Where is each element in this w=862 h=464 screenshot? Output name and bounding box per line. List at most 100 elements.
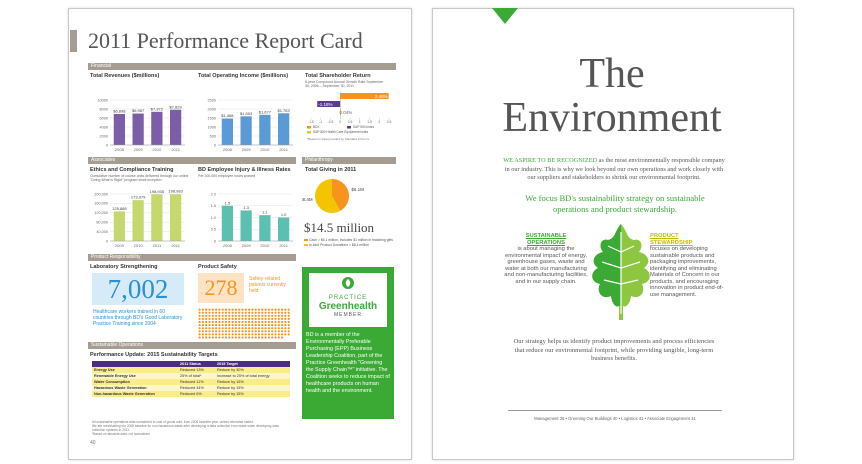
value-label: $1,763 — [278, 108, 291, 113]
dot — [287, 327, 290, 330]
dot — [221, 336, 224, 339]
dot — [205, 336, 208, 339]
dot — [251, 333, 254, 336]
dot — [257, 336, 261, 339]
dot — [264, 336, 267, 339]
legend-label: BDX — [313, 125, 320, 129]
dot — [201, 333, 204, 336]
y-tick-label: 80,000 — [96, 221, 108, 225]
dot — [287, 320, 290, 324]
x-tick-label: 2009 — [134, 147, 144, 152]
dot — [267, 336, 270, 339]
x-tick-label: 2010 — [260, 243, 270, 248]
y-tick-label: 10000 — [97, 98, 108, 102]
chart-note: *Based on data provided by Standard & Po… — [307, 137, 369, 141]
dot — [248, 314, 251, 317]
dot — [231, 317, 234, 320]
chart-subtitle: 5-year Compound Annual Growth Rate Septe… — [305, 80, 384, 88]
dot — [244, 308, 247, 311]
dot — [271, 327, 274, 330]
footnote: *Based on absolute data, not normalized. — [92, 432, 151, 436]
dot — [284, 314, 287, 317]
dot — [277, 330, 280, 333]
pie-slice — [315, 179, 341, 213]
dot — [228, 330, 231, 333]
dot — [244, 311, 247, 314]
bar-chart: 0 500 1000 1500 2000 2500 $1,468 2008 $1,593 2009… — [208, 98, 293, 152]
dot — [248, 320, 251, 324]
footer-links: Management 36 • Greening Our Buildings 4… — [534, 416, 696, 421]
value-label: 0.04% — [339, 110, 352, 115]
dot — [231, 314, 234, 317]
dot — [261, 330, 264, 333]
x-tick-label: 1 — [359, 120, 361, 124]
x-tick-label: 2008 — [115, 147, 125, 152]
dot — [248, 333, 251, 336]
patent-dots — [198, 308, 290, 339]
dot — [238, 333, 241, 336]
dot — [248, 308, 251, 311]
table-cell: Non-hazardous Waste Generation — [94, 392, 155, 396]
dot — [211, 311, 214, 314]
dot — [254, 324, 257, 327]
lab-text: Healthcare workers trained in 60 countri… — [93, 309, 183, 327]
dot — [215, 324, 218, 327]
x-tick-label: 2011 — [171, 243, 180, 248]
intro-text: as the most environmentally responsible … — [504, 157, 725, 181]
dot — [254, 317, 257, 320]
dot — [241, 330, 244, 333]
dot — [274, 317, 277, 320]
dot — [224, 324, 228, 327]
dot — [211, 327, 214, 330]
intro-lead: WE ASPIRE TO BE RECOGNIZED — [503, 157, 598, 164]
dot — [271, 324, 274, 327]
dot — [267, 320, 270, 324]
dot — [267, 317, 270, 320]
oak-leaf — [592, 224, 650, 320]
dot — [241, 320, 244, 324]
dot — [208, 308, 211, 311]
dot — [198, 327, 201, 330]
dot — [201, 311, 204, 314]
dot — [267, 311, 270, 314]
hbar-chart: -1.5 -1 -0.5 0 0.5 1 1.5 2 2.5 2.48% BDX -1.18% S&P … — [307, 92, 391, 141]
table-cell: Reduce by 30% — [216, 368, 244, 372]
y-tick-label: 0 — [106, 143, 108, 147]
dot — [208, 333, 211, 336]
dot — [271, 320, 274, 324]
dot-group — [198, 308, 290, 339]
value-label: 1.3 — [243, 205, 249, 210]
dot — [218, 308, 221, 311]
dot — [248, 324, 251, 327]
dot — [264, 308, 267, 311]
badge-line: MEMBER — [334, 312, 362, 318]
dot — [208, 311, 211, 314]
x-tick-label: 2010 — [134, 243, 144, 248]
dot — [244, 330, 247, 333]
dot — [264, 317, 267, 320]
bar — [113, 211, 125, 241]
bar — [259, 215, 271, 241]
dot — [267, 330, 270, 333]
dot — [241, 308, 244, 311]
section-title: The Environment — [432, 52, 792, 140]
y-tick-label: 0 — [214, 239, 216, 243]
value-label: 198,935 — [150, 189, 165, 194]
dot — [201, 314, 204, 317]
dot — [277, 317, 280, 320]
dot — [281, 314, 284, 317]
dot — [198, 317, 201, 320]
table-cell: Increase to 25% of total energy — [216, 374, 270, 378]
dot — [277, 311, 280, 314]
legend-label: S&P 500 Index — [353, 125, 375, 129]
dot — [215, 320, 218, 324]
dot — [271, 314, 274, 317]
dot — [261, 311, 264, 314]
dot — [241, 311, 244, 314]
dot — [205, 320, 208, 324]
dot — [234, 330, 237, 333]
dot — [261, 336, 264, 339]
dot — [228, 336, 231, 339]
dot — [221, 317, 224, 320]
dot — [271, 308, 274, 311]
